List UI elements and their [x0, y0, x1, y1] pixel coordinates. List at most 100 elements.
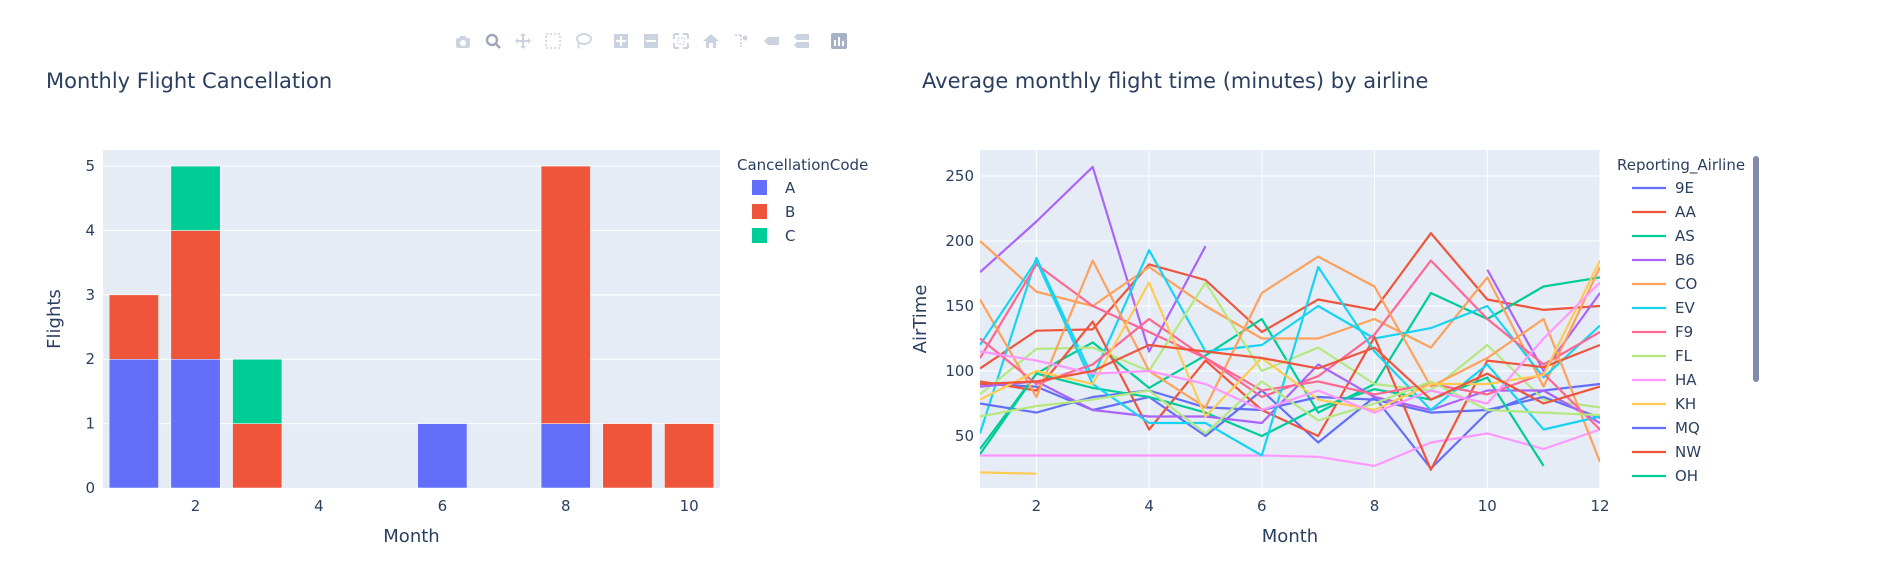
autoscale-button[interactable] [666, 28, 696, 54]
legend-scrollbar[interactable] [1753, 156, 1759, 382]
zoom-button[interactable] [478, 28, 508, 54]
x-tick-label: 2 [1032, 497, 1042, 515]
pan-icon [515, 33, 531, 49]
autoscale-icon [673, 33, 689, 49]
line-series-20 [980, 343, 1600, 405]
chart-title: Monthly Flight Cancellation [46, 69, 332, 93]
bar-C [232, 358, 283, 424]
spike-lines-button[interactable] [726, 28, 756, 54]
reset-axes-button[interactable] [696, 28, 726, 54]
legend-label-9E: 9E [1675, 179, 1694, 197]
y-axis-title: Flights [44, 289, 65, 349]
bar-A [108, 358, 159, 489]
legend-title: CancellationCode [737, 156, 868, 174]
x-tick-label: 4 [314, 497, 324, 515]
x-tick-label: 12 [1590, 497, 1609, 515]
line-series-19 [980, 281, 1600, 414]
spike-lines-icon [735, 34, 748, 47]
legend-label-EV: EV [1675, 299, 1695, 317]
x-tick-label: 10 [1478, 497, 1497, 515]
hover-compare-icon [794, 34, 809, 48]
y-tick-label: 4 [85, 221, 95, 239]
lasso-select-icon [576, 33, 592, 49]
x-tick-label: 8 [561, 497, 571, 515]
bar-A [540, 423, 591, 489]
line-NW [980, 320, 1600, 471]
legend-label-HA: HA [1675, 371, 1697, 389]
x-tick-label: 10 [680, 497, 699, 515]
x-axis-title: Month [383, 526, 439, 547]
legend-swatch-C [752, 228, 767, 243]
line-OH [980, 372, 1545, 467]
line-series-18 [980, 260, 1600, 418]
pan-button[interactable] [508, 28, 538, 54]
legend-label-KH: KH [1675, 395, 1696, 413]
x-axis-title: Month [1262, 526, 1318, 547]
airtime-chart: Average monthly flight time (minutes) by… [910, 69, 1759, 547]
y-tick-label: 200 [945, 232, 974, 250]
line-B6 [980, 165, 1600, 373]
legend-label-FL: FL [1675, 347, 1693, 365]
y-tick-label: 150 [945, 297, 974, 315]
zoom-out-button[interactable] [636, 28, 666, 54]
hover-closest-icon [764, 37, 779, 45]
y-tick-label: 2 [85, 350, 95, 368]
legend-label-F9: F9 [1675, 323, 1693, 341]
y-tick-label: 50 [955, 427, 974, 445]
line-series-14 [980, 255, 1600, 463]
y-tick-label: 5 [85, 157, 95, 175]
legend-label-AS: AS [1675, 227, 1695, 245]
bar-B [232, 423, 283, 489]
legend-label-NW: NW [1675, 443, 1701, 461]
hover-compare-button[interactable] [786, 28, 816, 54]
zoom-icon [485, 33, 501, 49]
zoom-in-button[interactable] [606, 28, 636, 54]
chart-title: Average monthly flight time (minutes) by… [922, 69, 1428, 93]
plotly-logo-button[interactable] [824, 28, 854, 54]
x-tick-label: 6 [1257, 497, 1267, 515]
y-tick-label: 250 [945, 167, 974, 185]
y-tick-label: 3 [85, 286, 95, 304]
x-tick-label: 8 [1370, 497, 1380, 515]
lasso-select-button[interactable] [568, 28, 598, 54]
box-select-icon [545, 33, 561, 49]
hover-closest-button[interactable] [756, 28, 786, 54]
legend-swatch-A [752, 180, 767, 195]
bar-B [664, 423, 715, 489]
line-series-16 [980, 317, 1600, 431]
bar-B [108, 294, 159, 360]
line-AA [980, 232, 1600, 370]
legend-label-MQ: MQ [1675, 419, 1700, 437]
cancellation-chart: Monthly Flight Cancellation 0 1 2 3 4 5 2 4 6 8 10 M… [44, 69, 868, 547]
plot-area [980, 150, 1600, 488]
legend-label-B6: B6 [1675, 251, 1695, 269]
legend-label-C: C [785, 227, 795, 245]
reset-axes-icon [703, 34, 719, 48]
x-tick-label: 6 [438, 497, 448, 515]
line-KH [980, 471, 1037, 475]
legend-label-AA: AA [1675, 203, 1697, 221]
legend-label-B: B [785, 203, 795, 221]
line-CO [980, 240, 1600, 388]
bar-A [417, 423, 468, 489]
y-tick-label: 0 [85, 479, 95, 497]
bar-C [170, 165, 221, 231]
zoom-in-icon [614, 34, 628, 48]
line-EV [980, 249, 1600, 434]
bar-B [170, 230, 221, 360]
bar-B [540, 165, 591, 424]
legend-label-CO: CO [1675, 275, 1697, 293]
camera-icon [456, 36, 470, 48]
box-select-button[interactable] [538, 28, 568, 54]
legend-label-OH: OH [1675, 467, 1698, 485]
legend-swatch-B [752, 204, 767, 219]
legend-title: Reporting_Airline [1617, 156, 1745, 175]
camera-button[interactable] [448, 28, 478, 54]
series-lines [980, 165, 1600, 475]
bar-A [170, 358, 221, 489]
plotly-logo-icon [831, 33, 847, 49]
x-tick-label: 4 [1144, 497, 1154, 515]
bar-B [602, 423, 653, 489]
y-tick-label: 1 [85, 415, 95, 433]
